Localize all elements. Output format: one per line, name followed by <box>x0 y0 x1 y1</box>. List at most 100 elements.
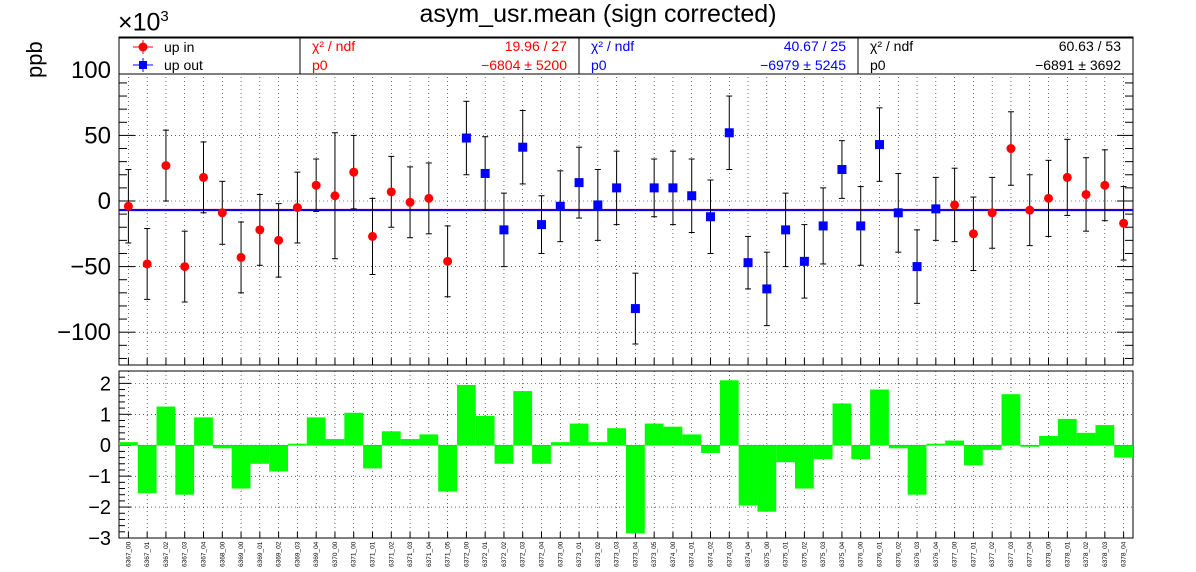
residual-bar <box>532 445 551 464</box>
data-point <box>668 183 678 193</box>
data-point <box>555 201 565 211</box>
data-point <box>762 284 772 294</box>
fit-p0-value: −6979 ± 5245 <box>760 57 846 73</box>
series-up-in <box>123 111 1129 303</box>
residual-bar <box>1114 445 1133 458</box>
data-point <box>912 262 922 272</box>
category-label: 6374_01 <box>689 541 696 567</box>
residual-bar <box>250 445 270 464</box>
category-label: 6373_04 <box>632 541 639 567</box>
category-label: 6367_01 <box>144 541 151 567</box>
category-label: 6375_01 <box>783 541 790 567</box>
category-label: 6371_04 <box>426 541 433 567</box>
residual-bar <box>381 431 401 446</box>
category-label: 6372_01 <box>482 541 489 567</box>
data-point <box>649 183 659 193</box>
category-label: 6378_01 <box>1064 541 1071 567</box>
residual-bar <box>494 445 514 464</box>
data-point <box>1062 172 1072 182</box>
axis-exponent: ×103 <box>118 8 169 37</box>
data-point <box>330 191 340 201</box>
legend-marker <box>139 61 147 69</box>
category-label: 6372_00 <box>463 541 470 567</box>
data-point <box>781 225 791 235</box>
fit-p0-label: p0 <box>870 57 886 73</box>
fit-p0-label: p0 <box>591 57 607 73</box>
category-label: 6375_04 <box>839 541 846 567</box>
data-point <box>724 128 734 138</box>
residual-bar <box>964 445 983 466</box>
residual-bar <box>1001 394 1021 446</box>
residual-bar <box>982 445 1002 450</box>
category-label: 6375_02 <box>801 541 808 567</box>
legend-marker <box>138 42 148 52</box>
category-label: 6373_03 <box>614 541 621 567</box>
category-label: 6372_03 <box>520 541 527 567</box>
fit-p0-value: −6804 ± 5200 <box>481 57 567 73</box>
residual-bar <box>212 445 232 449</box>
residual-y-tick-label: −2 <box>88 497 111 519</box>
category-label: 6369_03 <box>294 541 301 567</box>
category-label: 6377_02 <box>989 541 996 567</box>
data-point <box>161 161 171 171</box>
category-label: 6373_02 <box>595 541 602 567</box>
residual-bar <box>363 445 382 469</box>
data-point <box>950 200 960 210</box>
category-label: 6371_02 <box>388 541 395 567</box>
y-tick-label: −50 <box>70 254 111 281</box>
residual-bar <box>269 445 288 472</box>
data-point <box>274 235 284 245</box>
category-label: 6372_02 <box>501 541 508 567</box>
data-point <box>368 231 377 241</box>
residual-bar <box>776 445 795 463</box>
category-label: 6371_01 <box>370 541 377 567</box>
data-point <box>123 201 133 211</box>
category-label: 6369_00 <box>238 541 245 567</box>
residual-bar <box>306 417 326 446</box>
category-label: 6367_03 <box>182 541 189 567</box>
residual-bar <box>813 445 833 460</box>
category-label: 6369_01 <box>257 541 264 567</box>
data-point <box>424 193 434 203</box>
data-point <box>743 258 753 268</box>
data-point <box>405 197 415 207</box>
data-point <box>931 204 941 214</box>
residual-bar <box>156 406 176 446</box>
residual-bar <box>513 391 533 446</box>
category-label: 6371_00 <box>351 541 358 567</box>
residual-bar <box>870 389 889 446</box>
data-point <box>461 133 471 143</box>
y-tick-label: 100 <box>71 57 111 84</box>
fit-chi-value: 40.67 / 25 <box>784 38 846 54</box>
residual-bar <box>400 439 420 446</box>
category-label: 6376_02 <box>895 541 902 567</box>
residual-bar <box>194 417 213 446</box>
residual-bar <box>475 415 495 446</box>
residual-bar <box>457 384 476 446</box>
residual-bar <box>344 412 364 446</box>
data-point <box>875 140 884 150</box>
fit-chi-label: χ² / ndf <box>870 38 913 54</box>
category-label: 6367_00 <box>125 541 132 567</box>
residual-bar <box>1057 418 1077 446</box>
data-point <box>480 168 490 178</box>
residual-bar <box>1076 432 1096 446</box>
category-label: 6375_00 <box>764 541 771 567</box>
data-point <box>893 208 903 218</box>
category-label: 6369_02 <box>276 541 283 567</box>
data-point <box>1100 180 1110 190</box>
residual-bar <box>945 440 964 446</box>
residual-bar <box>1020 445 1040 447</box>
category-label: 6374_03 <box>726 541 733 567</box>
data-point <box>142 259 152 269</box>
residual-bar <box>832 403 852 446</box>
category-label: 6377_03 <box>1008 541 1015 567</box>
data-point <box>687 191 697 201</box>
legend-label: up in <box>164 39 194 55</box>
data-point <box>199 172 208 182</box>
data-point <box>612 183 622 193</box>
category-label: 6371_05 <box>445 541 452 567</box>
data-point <box>1044 193 1053 203</box>
fit-chi-value: 60.63 / 53 <box>1059 38 1121 54</box>
